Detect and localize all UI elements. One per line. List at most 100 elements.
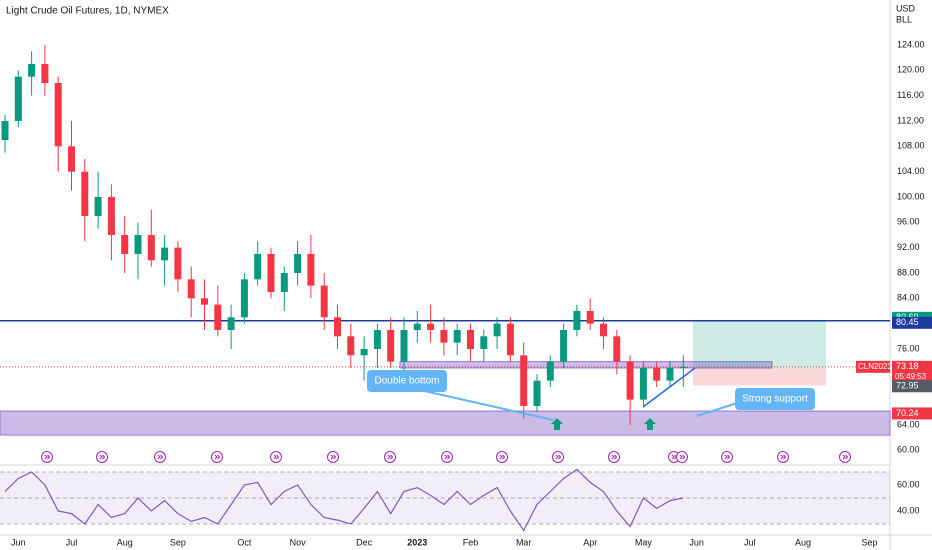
candle-body bbox=[254, 253, 262, 280]
candle-body bbox=[600, 323, 607, 337]
x-tick-label: Feb bbox=[463, 537, 479, 547]
candle-body bbox=[387, 329, 395, 362]
x-tick-label: 2023 bbox=[407, 537, 427, 547]
candle-body bbox=[467, 329, 474, 349]
x-tick-label: Jul bbox=[744, 537, 756, 547]
event-icon-glyph bbox=[444, 454, 451, 460]
candle-body bbox=[41, 63, 49, 83]
candle-body bbox=[506, 323, 514, 356]
candle-body bbox=[427, 323, 435, 330]
candle-body bbox=[573, 310, 581, 330]
x-tick-label: Oct bbox=[237, 537, 252, 547]
candle-body bbox=[14, 76, 22, 121]
candle-body bbox=[94, 196, 102, 216]
candle-body bbox=[147, 234, 155, 261]
price-label-bg bbox=[892, 360, 932, 383]
chart-title: Light Crude Oil Futures, 1D, NYMEX bbox=[6, 6, 169, 17]
x-tick-label: Nov bbox=[290, 537, 307, 547]
event-icon-glyph bbox=[214, 454, 221, 460]
price-label: 72.95 bbox=[896, 381, 919, 391]
candle-body bbox=[493, 323, 501, 337]
x-tick-label: Mar bbox=[516, 537, 532, 547]
candle-body bbox=[373, 329, 381, 349]
candle-body bbox=[294, 253, 302, 273]
y-tick-label: 112.00 bbox=[897, 115, 924, 125]
candle-body bbox=[134, 234, 142, 254]
currency: USD bbox=[896, 3, 916, 13]
y-tick-label: 64.00 bbox=[897, 419, 920, 429]
candle-body bbox=[653, 367, 661, 381]
candle-body bbox=[201, 298, 208, 305]
candle-body bbox=[334, 317, 341, 337]
candle-body bbox=[121, 234, 129, 254]
candle-body bbox=[1, 120, 9, 140]
price-label-bg bbox=[892, 407, 932, 420]
y-tick-label: 120.00 bbox=[897, 65, 925, 75]
up-arrow bbox=[644, 418, 656, 430]
candle-body bbox=[320, 285, 328, 318]
callout-text: Strong support bbox=[742, 394, 808, 405]
event-icon-glyph bbox=[724, 454, 731, 460]
resistance-zone bbox=[399, 361, 773, 369]
x-tick-label: Jun bbox=[689, 537, 704, 547]
x-tick-label: Apr bbox=[583, 537, 597, 547]
y-tick-label: 108.00 bbox=[897, 141, 925, 151]
candle-body bbox=[267, 253, 275, 292]
event-icon-glyph bbox=[157, 454, 164, 460]
rsi-tick-label: 40.00 bbox=[897, 505, 920, 515]
x-tick-label: Aug bbox=[117, 537, 133, 547]
candle-body bbox=[586, 310, 594, 324]
symbol-tag: CLN2023 bbox=[858, 362, 892, 371]
candle-body bbox=[480, 336, 488, 349]
callout-text: Double bottom bbox=[374, 376, 439, 387]
candle-body bbox=[28, 63, 36, 77]
y-tick-label: 76.00 bbox=[897, 343, 920, 353]
x-tick-label: Sep bbox=[170, 537, 186, 547]
price-label: 73.18 bbox=[896, 361, 919, 371]
event-icon-glyph bbox=[555, 454, 562, 460]
event-icon-glyph bbox=[499, 454, 506, 460]
x-tick-label: Sep bbox=[861, 537, 877, 547]
event-icon-glyph bbox=[330, 454, 337, 460]
callout-box bbox=[367, 370, 447, 392]
event-icon-glyph bbox=[611, 454, 618, 460]
event-icon-glyph bbox=[387, 454, 394, 460]
price-label-bg bbox=[892, 380, 932, 393]
event-icon-glyph bbox=[780, 454, 787, 460]
candle-body bbox=[174, 247, 182, 280]
candle-body bbox=[214, 304, 222, 330]
event-icon-glyph bbox=[679, 454, 686, 460]
candle-body bbox=[68, 146, 75, 172]
candle-body bbox=[666, 367, 674, 381]
x-tick-label: Aug bbox=[795, 537, 811, 547]
price-label-bg bbox=[892, 316, 932, 329]
symbol-tag-bg bbox=[856, 360, 890, 373]
event-icon-glyph bbox=[44, 454, 51, 460]
rsi-tick-label: 60.00 bbox=[897, 479, 920, 489]
candle-body bbox=[227, 317, 235, 330]
candle-body bbox=[440, 329, 448, 343]
y-tick-label: 92.00 bbox=[897, 242, 920, 252]
candle-body bbox=[347, 336, 355, 356]
candle-body bbox=[679, 366, 687, 368]
candle-body bbox=[54, 82, 62, 147]
candle-body bbox=[307, 253, 315, 286]
y-tick-label: 84.00 bbox=[897, 293, 920, 303]
y-tick-label: 96.00 bbox=[897, 217, 920, 227]
candle-body bbox=[360, 348, 368, 356]
event-icon-glyph bbox=[273, 454, 280, 460]
trend-line bbox=[642, 367, 696, 408]
candle-body bbox=[626, 361, 634, 400]
x-tick-label: Jun bbox=[11, 537, 26, 547]
candle-body bbox=[161, 247, 169, 261]
callout-pointer bbox=[419, 389, 554, 421]
y-tick-label: 104.00 bbox=[897, 166, 925, 176]
countdown: 05:49:53 bbox=[895, 372, 927, 381]
x-tick-label: Jul bbox=[66, 537, 78, 547]
up-arrow bbox=[551, 418, 563, 430]
candle-body bbox=[81, 171, 89, 216]
callout-pointer bbox=[696, 401, 741, 417]
callout-box bbox=[735, 388, 815, 410]
y-tick-label: 124.00 bbox=[897, 39, 925, 49]
